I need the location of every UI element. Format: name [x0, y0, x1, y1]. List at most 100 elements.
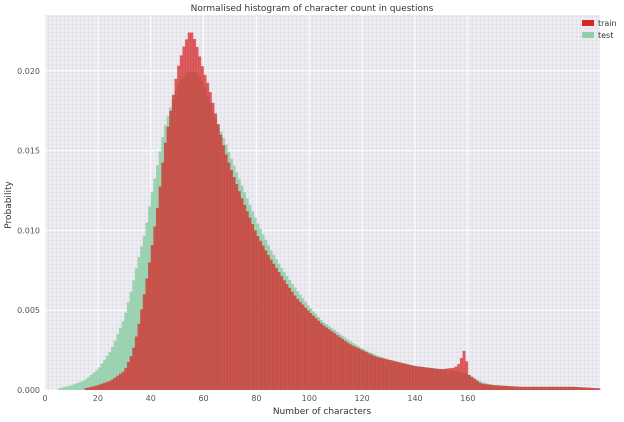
bin-train-158 — [502, 385, 506, 390]
bin-test-8 — [79, 381, 83, 390]
bin-train-32 — [169, 110, 173, 390]
bin-train-50 — [216, 124, 220, 391]
bin-train-83 — [304, 307, 307, 390]
bin-test-24 — [121, 321, 125, 390]
bin-train-175 — [547, 386, 551, 390]
bin-train-1 — [87, 387, 91, 390]
bin-train-111 — [378, 357, 381, 390]
bin-train-16 — [126, 362, 130, 390]
y-tick-label-2: 0.010 — [17, 226, 40, 235]
bin-test-17 — [103, 359, 107, 390]
bin-train-188 — [581, 387, 585, 390]
bin-train-130 — [428, 367, 432, 390]
bin-train-151 — [483, 384, 487, 390]
bin-train-7 — [103, 382, 107, 390]
bin-train-66 — [259, 240, 263, 390]
bin-train-92 — [327, 329, 331, 390]
bin-train-69 — [267, 255, 270, 390]
bin-test-2 — [63, 386, 67, 390]
bin-train-46 — [206, 82, 210, 390]
bin-train-26 — [153, 226, 157, 390]
bin-train-132 — [433, 368, 437, 390]
bin-train-118 — [396, 361, 400, 390]
bin-train-110 — [375, 356, 379, 390]
bin-train-192 — [592, 388, 596, 390]
y-tick-label-0: 0.000 — [17, 386, 40, 395]
bin-train-107 — [367, 353, 371, 390]
bin-test-29 — [134, 268, 138, 390]
bin-train-136 — [444, 368, 448, 390]
bin-train-76 — [285, 284, 289, 390]
x-tick-label-1: 20 — [93, 394, 103, 403]
bin-test-18 — [105, 355, 109, 390]
bin-train-103 — [356, 348, 360, 390]
bin-train-96 — [338, 337, 342, 390]
x-tick-label-3: 60 — [198, 394, 208, 403]
bin-train-48 — [211, 102, 215, 390]
bin-train-63 — [251, 224, 255, 390]
bin-train-78 — [290, 291, 294, 390]
bin-train-11 — [113, 377, 117, 390]
bin-test-25 — [124, 312, 128, 390]
bin-test-30 — [137, 257, 141, 390]
bin-train-184 — [570, 386, 574, 390]
bin-train-173 — [541, 386, 545, 390]
bin-train-56 — [232, 177, 236, 390]
x-tick-label-7: 140 — [407, 394, 422, 403]
bin-train-157 — [499, 385, 503, 390]
bin-train-124 — [412, 365, 416, 390]
bin-train-14 — [121, 371, 125, 390]
bin-train-191 — [589, 387, 593, 390]
bin-train-20 — [137, 323, 141, 390]
bin-train-123 — [409, 365, 413, 390]
bin-test-15 — [97, 367, 101, 390]
bin-test-7 — [76, 382, 80, 390]
bin-train-84 — [306, 310, 310, 390]
bin-train-90 — [322, 325, 326, 390]
bin-test-14 — [95, 370, 99, 390]
bin-train-115 — [388, 360, 392, 390]
bin-train-159 — [504, 385, 508, 390]
bin-train-64 — [253, 230, 257, 390]
bin-train-67 — [261, 245, 265, 390]
bin-train-145 — [467, 375, 471, 390]
bin-train-27 — [156, 207, 159, 390]
bin-train-138 — [449, 368, 453, 390]
bin-train-73 — [277, 272, 281, 390]
bin-train-147 — [473, 378, 477, 390]
bin-test-5 — [71, 384, 75, 390]
bin-train-0 — [84, 388, 88, 390]
bin-test-0 — [58, 388, 62, 390]
bin-train-148 — [475, 380, 479, 390]
bin-train-79 — [293, 295, 297, 390]
y-tick-label-1: 0.005 — [17, 306, 40, 315]
bin-train-15 — [124, 367, 128, 390]
bin-test-27 — [129, 291, 133, 390]
bin-train-19 — [134, 336, 138, 390]
bin-train-2 — [89, 386, 93, 390]
bin-train-100 — [348, 344, 352, 390]
bin-train-178 — [555, 386, 559, 390]
bin-train-22 — [142, 294, 146, 390]
bin-train-39 — [187, 32, 191, 390]
bin-train-62 — [248, 217, 252, 390]
bin-train-117 — [393, 361, 397, 390]
bin-train-68 — [264, 250, 268, 390]
bin-train-6 — [100, 383, 104, 390]
bin-train-165 — [520, 386, 524, 390]
bin-train-53 — [224, 154, 228, 390]
bin-test-22 — [116, 334, 120, 390]
bin-train-70 — [269, 259, 273, 390]
bin-train-114 — [385, 359, 389, 390]
bin-train-119 — [399, 362, 403, 390]
bin-train-82 — [301, 304, 305, 390]
bin-test-21 — [113, 340, 117, 390]
bin-train-74 — [280, 276, 284, 390]
bin-train-88 — [317, 320, 321, 390]
bin-train-3 — [92, 386, 96, 390]
bin-test-19 — [108, 352, 112, 390]
bin-train-99 — [346, 342, 350, 390]
bin-train-86 — [311, 315, 315, 390]
bin-test-1 — [60, 387, 64, 390]
